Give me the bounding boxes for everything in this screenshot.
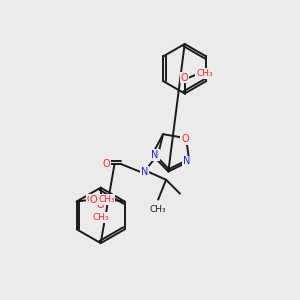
Text: O: O bbox=[104, 195, 112, 205]
Text: O: O bbox=[90, 195, 97, 205]
Text: CH₃: CH₃ bbox=[92, 213, 109, 222]
Text: O: O bbox=[181, 73, 188, 83]
Text: N: N bbox=[152, 150, 159, 160]
Text: O: O bbox=[97, 200, 104, 209]
Text: O: O bbox=[181, 134, 189, 144]
Text: CH₃: CH₃ bbox=[196, 69, 213, 78]
Text: O: O bbox=[103, 159, 110, 169]
Text: CH₃: CH₃ bbox=[87, 195, 103, 204]
Text: CH₃: CH₃ bbox=[150, 205, 166, 214]
Text: N: N bbox=[141, 167, 148, 177]
Text: N: N bbox=[183, 156, 190, 166]
Text: CH₃: CH₃ bbox=[98, 195, 115, 204]
